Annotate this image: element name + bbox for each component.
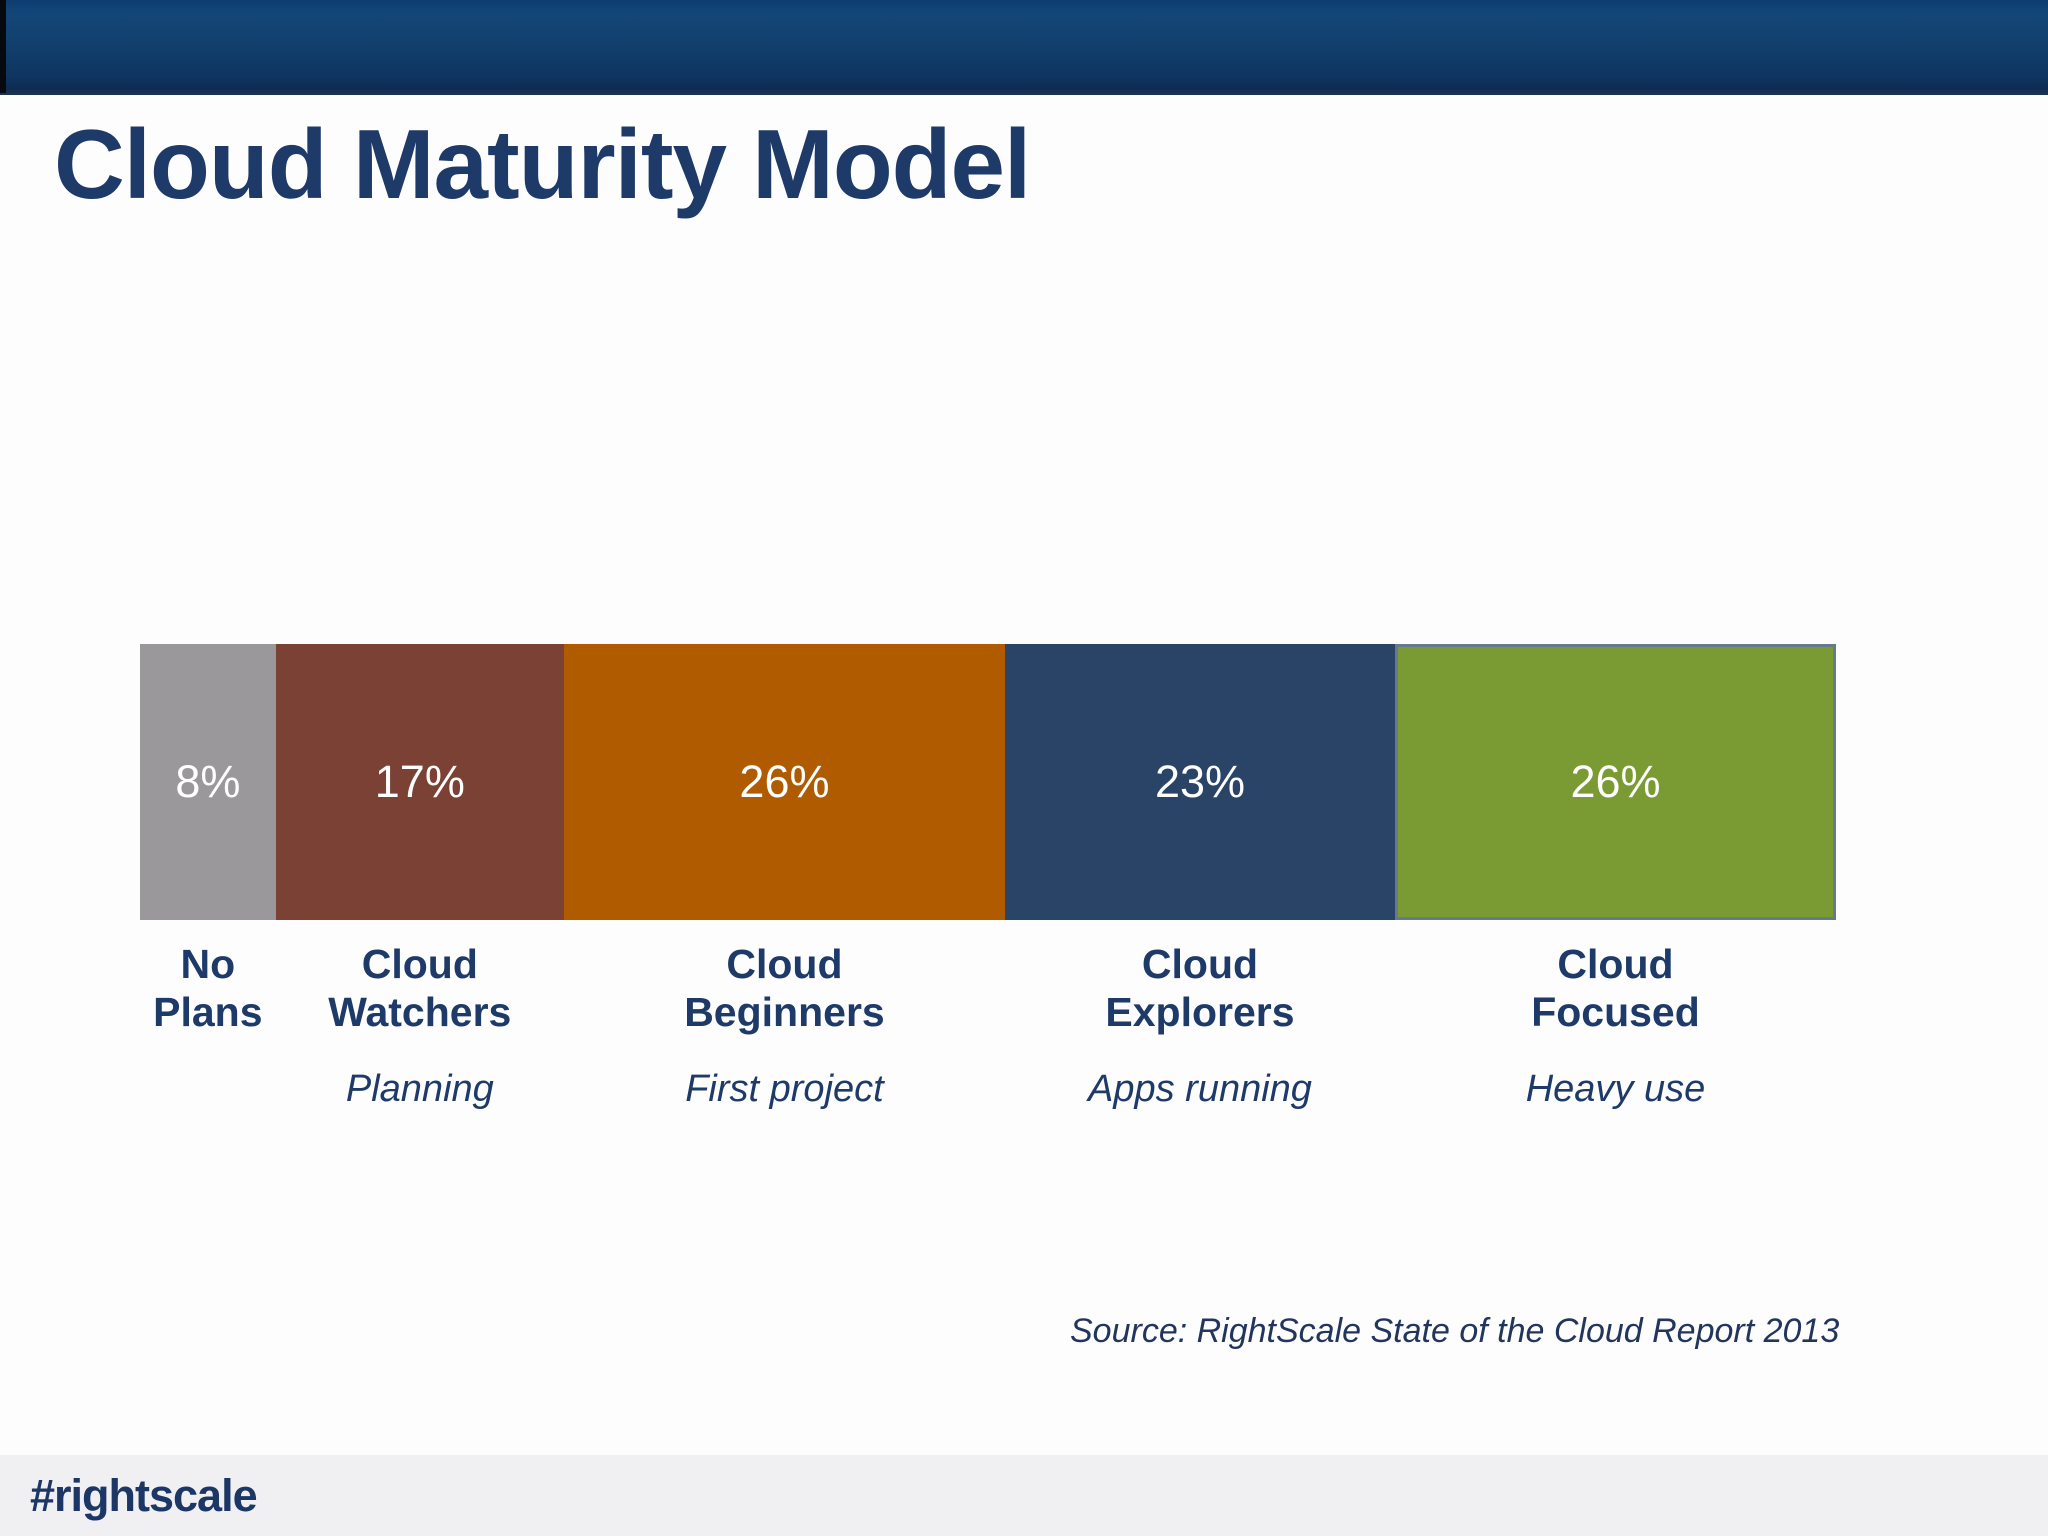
category-column-no-plans: No Plans: [140, 940, 276, 1114]
category-label: Cloud Explorers: [1105, 941, 1295, 1035]
bar-segment-cloud-focused: 26%: [1395, 644, 1836, 920]
category-column-cloud-watchers: Cloud Watchers Planning: [276, 940, 564, 1114]
segment-value-label: 8%: [175, 756, 241, 807]
category-sublabel: Apps running: [1088, 1068, 1312, 1110]
page-title: Cloud Maturity Model: [54, 109, 1031, 219]
category-label: Cloud Beginners: [684, 941, 885, 1035]
category-labels-row: No Plans Cloud Watchers Planning Cloud Begi…: [140, 940, 1836, 1114]
category-column-cloud-explorers: Cloud Explorers Apps running: [1005, 940, 1395, 1114]
category-label: No Plans: [153, 941, 263, 1035]
bar-segment-cloud-beginners: 26%: [563, 644, 1005, 920]
bar-segment-cloud-watchers: 17%: [275, 644, 564, 920]
segment-value-label: 23%: [1154, 756, 1246, 807]
segment-value-label: 26%: [739, 756, 830, 807]
category-sublabel: [140, 1068, 276, 1114]
footer-bar: #rightscale: [0, 1455, 2048, 1536]
category-sublabel: Heavy use: [1525, 1068, 1706, 1110]
segment-value-label: 17%: [374, 756, 465, 807]
segment-value-label: 26%: [1570, 756, 1661, 807]
category-column-cloud-beginners: Cloud Beginners First project: [564, 940, 1005, 1114]
category-label: Cloud Watchers: [328, 941, 512, 1035]
category-sublabel: First project: [685, 1068, 884, 1110]
hashtag-label: #rightscale: [30, 1469, 258, 1521]
header-bar: [0, 0, 2048, 95]
category-sublabel: Planning: [345, 1068, 494, 1110]
bar-segment-no-plans: 8%: [140, 644, 276, 920]
stacked-bar: 8% 17% 26% 23% 26%: [140, 644, 1836, 920]
category-column-cloud-focused: Cloud Focused Heavy use: [1395, 940, 1836, 1114]
category-label: Cloud Focused: [1531, 941, 1700, 1035]
header-left-edge: [0, 0, 6, 93]
bar-segment-cloud-explorers: 23%: [1004, 644, 1396, 920]
source-caption: Source: RightScale State of the Cloud Re…: [1070, 1312, 1840, 1350]
